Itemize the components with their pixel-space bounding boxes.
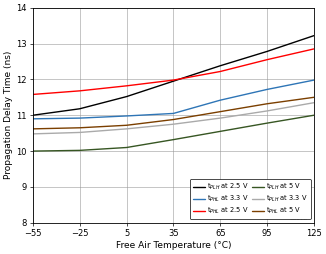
Text: C001D: C001D [290, 216, 308, 221]
X-axis label: Free Air Temperature (°C): Free Air Temperature (°C) [116, 241, 231, 250]
Y-axis label: Propagation Delay Time (ns): Propagation Delay Time (ns) [4, 51, 13, 179]
Legend: t$_{PLH}$ at 2.5 V, t$_{PHL}$ at 3.3 V, t$_{PHL}$ at 2.5 V, t$_{PLH}$ at 5 V, t$: t$_{PLH}$ at 2.5 V, t$_{PHL}$ at 3.3 V, … [190, 179, 311, 219]
